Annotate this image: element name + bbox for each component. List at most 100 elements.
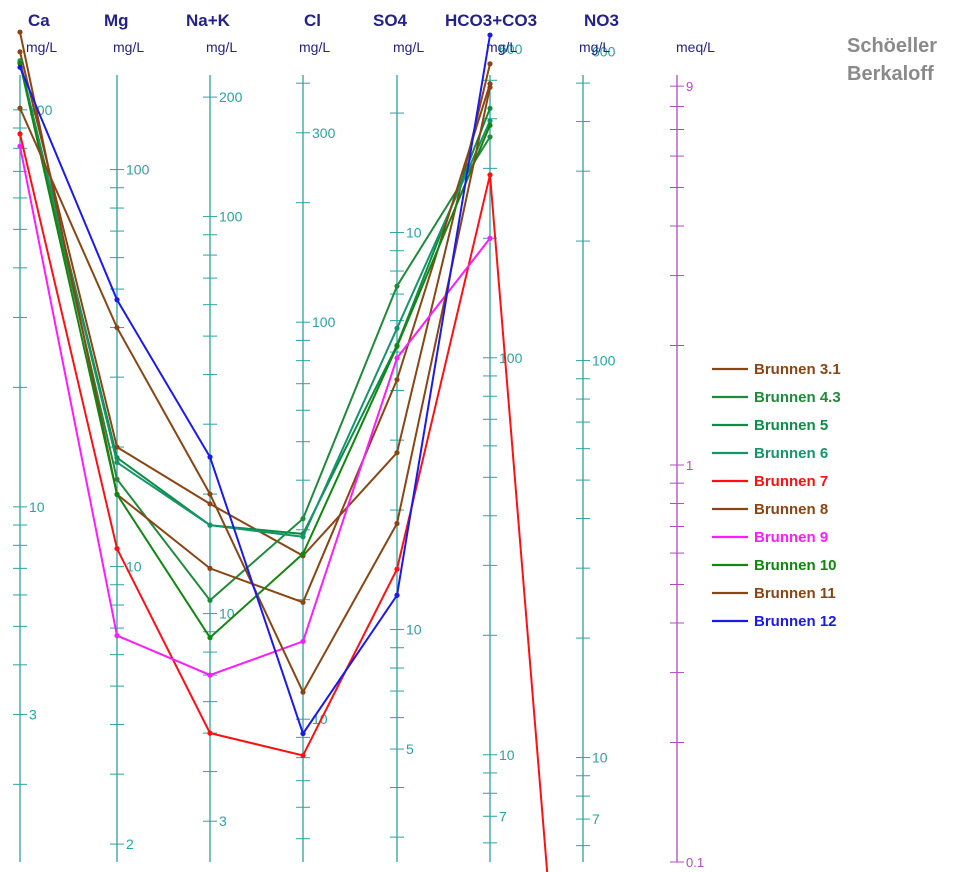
axis-unit: meq/L	[676, 39, 715, 55]
tick-label: 0.1	[686, 855, 704, 870]
data-point	[114, 633, 120, 639]
legend-entry: Brunnen 7	[754, 473, 828, 490]
legend-entry: Brunnen 9	[754, 529, 828, 546]
axis-unit: mg/L	[26, 39, 57, 55]
data-point	[207, 565, 213, 571]
data-point	[207, 522, 213, 528]
data-point	[394, 325, 400, 331]
series-line-brunnen-12	[19, 34, 491, 736]
data-point	[114, 491, 120, 497]
series-line-brunnen-4-3	[19, 60, 491, 602]
data-point	[207, 730, 213, 736]
series-line-brunnen-9	[19, 146, 491, 677]
tick-label: 300	[312, 125, 336, 141]
legend: Brunnen 3.1 Brunnen 4.3 Brunnen 5 Brunnen 6…	[712, 361, 841, 630]
tick-label: 1	[686, 458, 693, 473]
data-point	[17, 105, 23, 111]
legend-entry: Brunnen 10	[754, 557, 837, 574]
tick-label: 3	[219, 813, 227, 829]
data-point	[300, 516, 306, 522]
data-point	[17, 29, 23, 35]
data-point	[300, 689, 306, 695]
tick-label: 100	[312, 314, 336, 330]
data-point	[487, 81, 493, 87]
tick-label: 2	[126, 836, 134, 852]
data-point	[207, 635, 213, 641]
tick-label: 10	[499, 747, 515, 763]
series-lines	[17, 29, 549, 872]
tick-label: 10	[126, 559, 142, 575]
data-point	[394, 343, 400, 349]
chart-title-line-2: Berkaloff	[847, 63, 934, 85]
data-point	[17, 60, 23, 66]
legend-entry: Brunnen 8	[754, 501, 828, 518]
data-point	[114, 324, 120, 331]
data-point	[17, 143, 23, 149]
tick-label: 100	[499, 350, 523, 366]
data-point	[300, 730, 306, 737]
chart-title-line-1: Schöeller	[847, 35, 937, 57]
data-point	[207, 672, 213, 678]
data-point	[394, 283, 400, 289]
tick-label: 3	[29, 706, 37, 722]
legend-entry: Brunnen 3.1	[754, 361, 841, 378]
tick-label: 10	[592, 750, 608, 766]
axis-header: SO4	[373, 11, 408, 30]
tick-label: 7	[499, 808, 507, 824]
data-point	[300, 752, 306, 759]
data-point	[487, 118, 493, 124]
tick-label: 4	[312, 869, 320, 872]
data-point	[17, 131, 23, 137]
series-line-brunnen-7	[19, 133, 549, 872]
tick-label: 10	[29, 499, 45, 515]
tick-label: 200	[219, 89, 243, 105]
tick-label: 400	[406, 0, 430, 2]
legend-entry: Brunnen 11	[754, 585, 836, 602]
legend-entry: Brunnen 12	[754, 613, 837, 630]
data-point	[300, 534, 306, 540]
axis-unit: mg/L	[113, 39, 144, 55]
data-point	[207, 454, 213, 460]
data-point	[394, 450, 400, 456]
data-point	[487, 134, 493, 140]
data-point	[487, 32, 493, 38]
axis-header: Na+K	[186, 11, 231, 30]
data-point	[114, 545, 120, 552]
data-point	[394, 592, 400, 598]
axis-unit: mg/L	[393, 39, 424, 55]
legend-entry: Brunnen 5	[754, 417, 828, 434]
data-point	[17, 49, 23, 55]
axis-header: NO3	[584, 11, 619, 30]
data-point	[487, 84, 493, 90]
data-point	[114, 476, 120, 482]
data-point	[300, 551, 306, 557]
data-point	[114, 297, 120, 303]
data-point	[207, 491, 213, 497]
data-point	[487, 235, 493, 241]
series-line-brunnen-11	[19, 87, 491, 695]
data-point	[394, 520, 400, 527]
data-point	[300, 599, 306, 605]
data-point	[394, 566, 400, 572]
axis-unit: mg/L	[486, 39, 517, 55]
data-point	[207, 597, 213, 603]
data-point	[17, 64, 23, 70]
tick-label: 100	[126, 162, 150, 178]
data-point	[207, 501, 213, 507]
axis-header: Cl	[304, 11, 321, 30]
tick-label: 10	[219, 606, 235, 622]
tick-label: 7	[592, 811, 600, 827]
tick-label: 9	[686, 79, 693, 94]
data-point	[487, 122, 493, 128]
tick-label: 100	[592, 353, 616, 369]
axis-header: Ca	[28, 11, 50, 30]
axis-header: Mg	[104, 11, 129, 30]
axis-unit: mg/L	[206, 39, 237, 55]
series-line-brunnen-8	[19, 31, 491, 604]
data-point	[487, 172, 493, 178]
axis-unit: mg/L	[299, 39, 330, 55]
data-point	[487, 105, 493, 111]
tick-label: 600	[499, 41, 523, 57]
series-line-brunnen-3-1	[19, 51, 491, 558]
